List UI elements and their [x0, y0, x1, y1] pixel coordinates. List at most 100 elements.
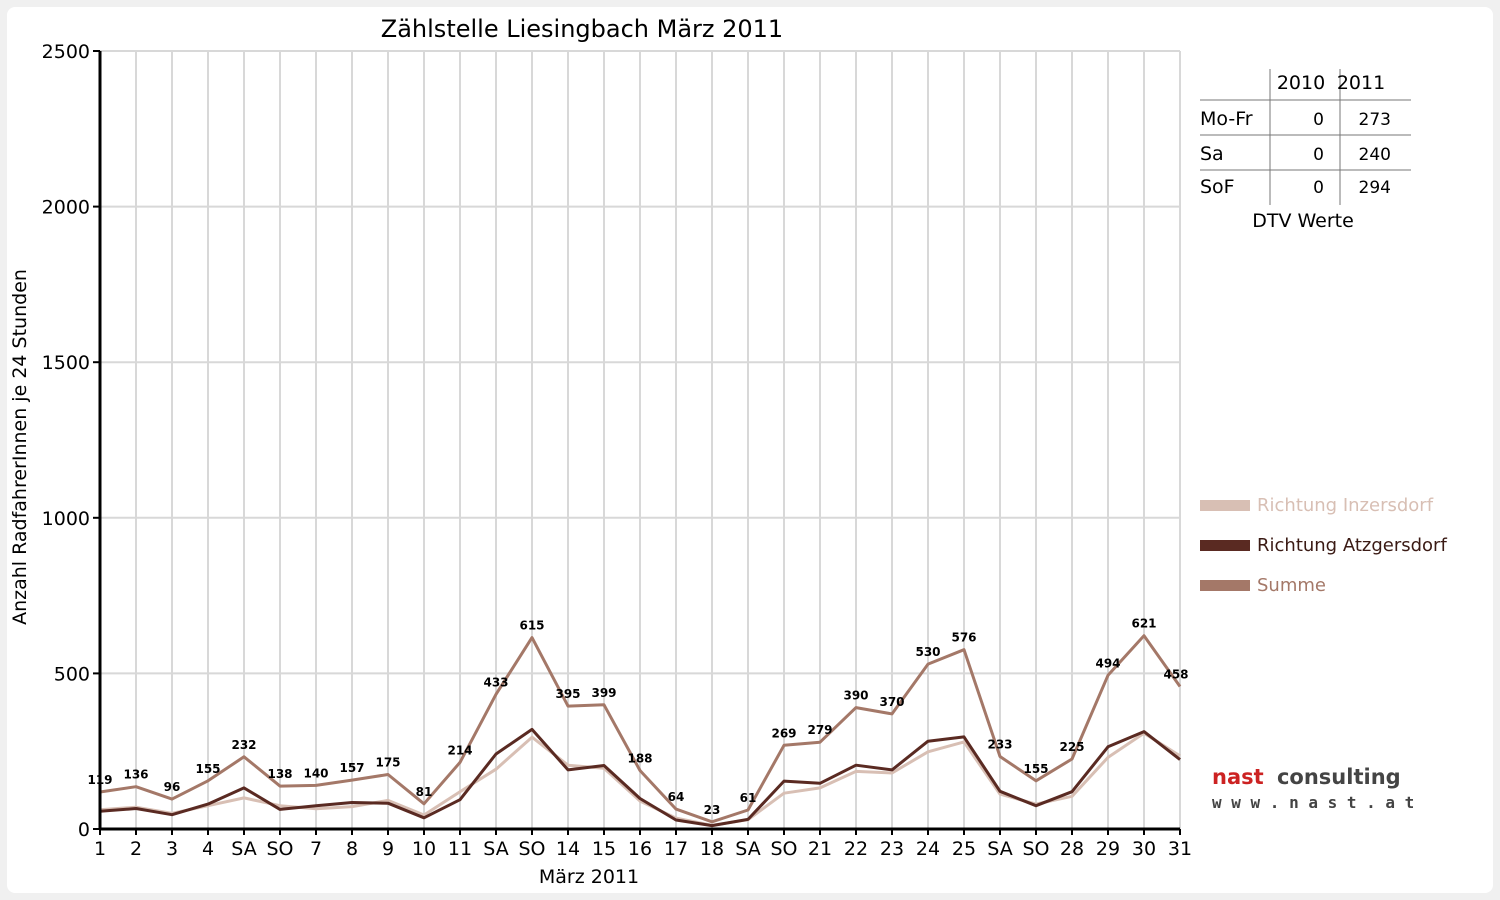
data-label: 399 — [591, 686, 616, 700]
x-tick-label: SA — [483, 838, 508, 860]
series-line-atzgersdorf — [99, 727, 1181, 828]
data-label: 96 — [164, 780, 181, 794]
x-tick-label: 2 — [130, 838, 142, 860]
data-label: 225 — [1059, 740, 1084, 754]
legend-label-atzgersdorf: Richtung Atzgersdorf — [1257, 535, 1447, 556]
legend-swatch-inzersdorf — [1200, 500, 1250, 511]
dtv-cell: 0 — [1313, 145, 1324, 165]
chart: Zählstelle Liesingbach März 2011 0500100… — [9, 15, 1447, 888]
data-label: 621 — [1131, 617, 1156, 631]
data-label: 494 — [1095, 656, 1120, 670]
legend: Richtung Inzersdorf Richtung Atzgersdorf… — [1200, 495, 1447, 596]
legend-label-summe: Summe — [1257, 575, 1326, 596]
dtv-cell: 273 — [1359, 110, 1391, 130]
x-tick-label: 9 — [382, 838, 394, 860]
dtv-cell: 294 — [1359, 178, 1391, 198]
data-label: 61 — [740, 791, 757, 805]
data-label: 530 — [915, 645, 940, 659]
x-tick-label: 11 — [448, 838, 472, 860]
dtv-row-label: Mo-Fr — [1200, 108, 1253, 130]
dtv-cell: 0 — [1313, 178, 1324, 198]
legend-swatch-summe — [1200, 580, 1250, 591]
grid — [99, 50, 1181, 829]
dtv-col-2010: 2010 — [1277, 72, 1325, 94]
svg-text:nast consulting: nast consulting — [1212, 765, 1401, 789]
x-tick-label: 8 — [346, 838, 358, 860]
x-tick-label: 22 — [844, 838, 868, 860]
logo-text-url: w w w . n a s t . a t — [1212, 793, 1414, 812]
x-tick-label: SO — [1022, 838, 1049, 860]
x-tick-label: SA — [735, 838, 760, 860]
x-tick-label: 25 — [952, 838, 976, 860]
dtv-caption: DTV Werte — [1252, 210, 1354, 232]
x-tick-label: SO — [266, 838, 293, 860]
x-tick-label: 28 — [1060, 838, 1084, 860]
x-tick-label: 29 — [1096, 838, 1120, 860]
data-label: 458 — [1163, 667, 1188, 681]
x-tick-label: 23 — [880, 838, 904, 860]
y-axis-ticks: 0 500 1000 1500 2000 2500 — [42, 41, 100, 841]
x-tick-label: SA — [987, 838, 1012, 860]
data-label: 433 — [483, 675, 508, 689]
x-tick-label: 1 — [94, 838, 106, 860]
dtv-col-2011: 2011 — [1337, 72, 1385, 94]
legend-label-inzersdorf: Richtung Inzersdorf — [1257, 495, 1434, 516]
x-tick-label: 4 — [202, 838, 214, 860]
x-tick-label: 31 — [1168, 838, 1192, 860]
data-label: 136 — [123, 768, 148, 782]
data-label: 269 — [771, 726, 796, 740]
data-label: 81 — [416, 785, 433, 799]
x-axis-title: März 2011 — [539, 866, 639, 888]
legend-swatch-atzgersdorf — [1200, 540, 1250, 551]
data-label: 138 — [267, 767, 292, 781]
x-tick-label: 17 — [664, 838, 688, 860]
data-label: 232 — [231, 738, 256, 752]
data-label: 64 — [668, 790, 685, 804]
data-label: 370 — [879, 695, 904, 709]
data-label: 157 — [339, 761, 364, 775]
axes — [98, 51, 1180, 831]
y-axis-title: Anzahl RadfahrerInnen je 24 Stunden — [9, 269, 31, 625]
data-label: 390 — [843, 689, 868, 703]
x-tick-label: 21 — [808, 838, 832, 860]
x-tick-label: 10 — [412, 838, 436, 860]
x-tick-label: 3 — [166, 838, 178, 860]
x-tick-label: SA — [231, 838, 256, 860]
data-label: 175 — [375, 756, 400, 770]
series-line-inzersdorf — [99, 731, 1181, 827]
y-tick-label: 0 — [78, 819, 90, 841]
data-label: 214 — [447, 743, 472, 757]
logo-text-consulting: consulting — [1277, 765, 1401, 789]
x-tick-label: 30 — [1132, 838, 1156, 860]
chart-title: Zählstelle Liesingbach März 2011 — [381, 15, 783, 43]
data-label: 23 — [704, 803, 721, 817]
data-labels: 1191369615523213814015717581214433615395… — [87, 617, 1188, 817]
data-label: 188 — [627, 751, 652, 765]
y-tick-label: 1500 — [42, 352, 90, 374]
data-label: 233 — [987, 737, 1012, 751]
y-tick-label: 2000 — [42, 197, 90, 219]
data-label: 615 — [519, 619, 544, 633]
data-label: 576 — [951, 631, 976, 645]
dtv-row-label: Sa — [1200, 143, 1224, 165]
data-label: 155 — [195, 762, 220, 776]
x-tick-label: 24 — [916, 838, 940, 860]
y-tick-label: 2500 — [42, 41, 90, 63]
series-line-summe — [99, 634, 1182, 824]
x-tick-label: 16 — [628, 838, 652, 860]
logo-text-nast: nast — [1212, 765, 1264, 789]
x-tick-label: SO — [770, 838, 797, 860]
data-label: 395 — [555, 687, 580, 701]
x-tick-label: SO — [518, 838, 545, 860]
x-tick-label: 18 — [700, 838, 724, 860]
data-label: 140 — [303, 766, 328, 780]
y-tick-label: 500 — [54, 663, 90, 685]
x-tick-label: 7 — [310, 838, 322, 860]
chart-frame: Zählstelle Liesingbach März 2011 0 500 100… — [7, 7, 1493, 893]
x-tick-label: 14 — [556, 838, 580, 860]
x-tick-label: 15 — [592, 838, 616, 860]
x-axis-ticks: 1 2 3 4 SA SO 7 8 9 10 11 SA SO 14 15 16 17 18 SA SO 21 22 23 2… — [94, 829, 1192, 860]
series-lines — [99, 634, 1182, 828]
dtv-cell: 240 — [1359, 145, 1391, 165]
dtv-row-label: SoF — [1200, 176, 1235, 198]
